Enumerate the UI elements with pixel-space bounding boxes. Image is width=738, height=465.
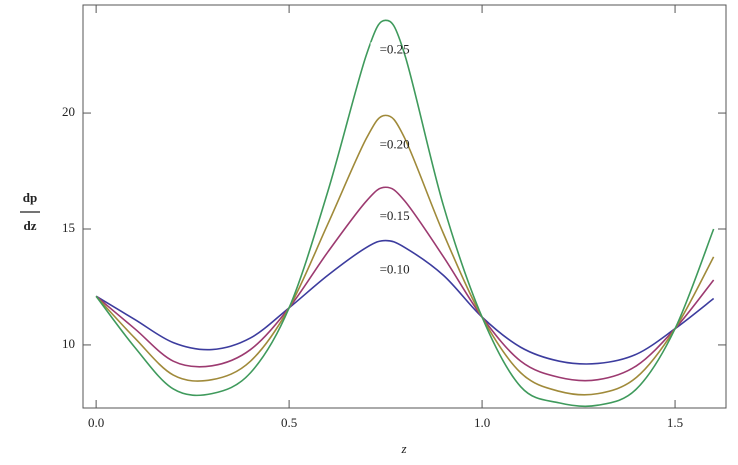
curve-label: =0.10 xyxy=(380,262,410,277)
x-axis-label: z xyxy=(400,441,406,456)
plot-frame xyxy=(82,4,727,409)
x-tick-label: 1.0 xyxy=(474,415,490,430)
x-tick-label: 1.5 xyxy=(667,415,683,430)
y-tick-label: 15 xyxy=(62,220,75,235)
x-tick-label: 0.0 xyxy=(88,415,104,430)
series-line xyxy=(95,239,715,365)
series-line xyxy=(95,186,715,382)
label-gap xyxy=(370,209,380,226)
series-line xyxy=(95,19,715,408)
series-line xyxy=(95,114,715,396)
label-gap xyxy=(370,137,380,154)
y-tick-label: 10 xyxy=(62,336,75,351)
label-gap xyxy=(370,42,380,59)
curve-label: =0.20 xyxy=(380,136,410,151)
x-tick-label: 0.5 xyxy=(281,415,297,430)
curve-label: =0.15 xyxy=(380,208,410,223)
label-gap xyxy=(370,262,380,279)
y-tick-label: 20 xyxy=(62,104,75,119)
curve-label: =0.25 xyxy=(380,41,410,56)
y-axis-label-numerator: dp xyxy=(23,190,37,205)
y-axis-label-denominator: dz xyxy=(24,218,37,233)
